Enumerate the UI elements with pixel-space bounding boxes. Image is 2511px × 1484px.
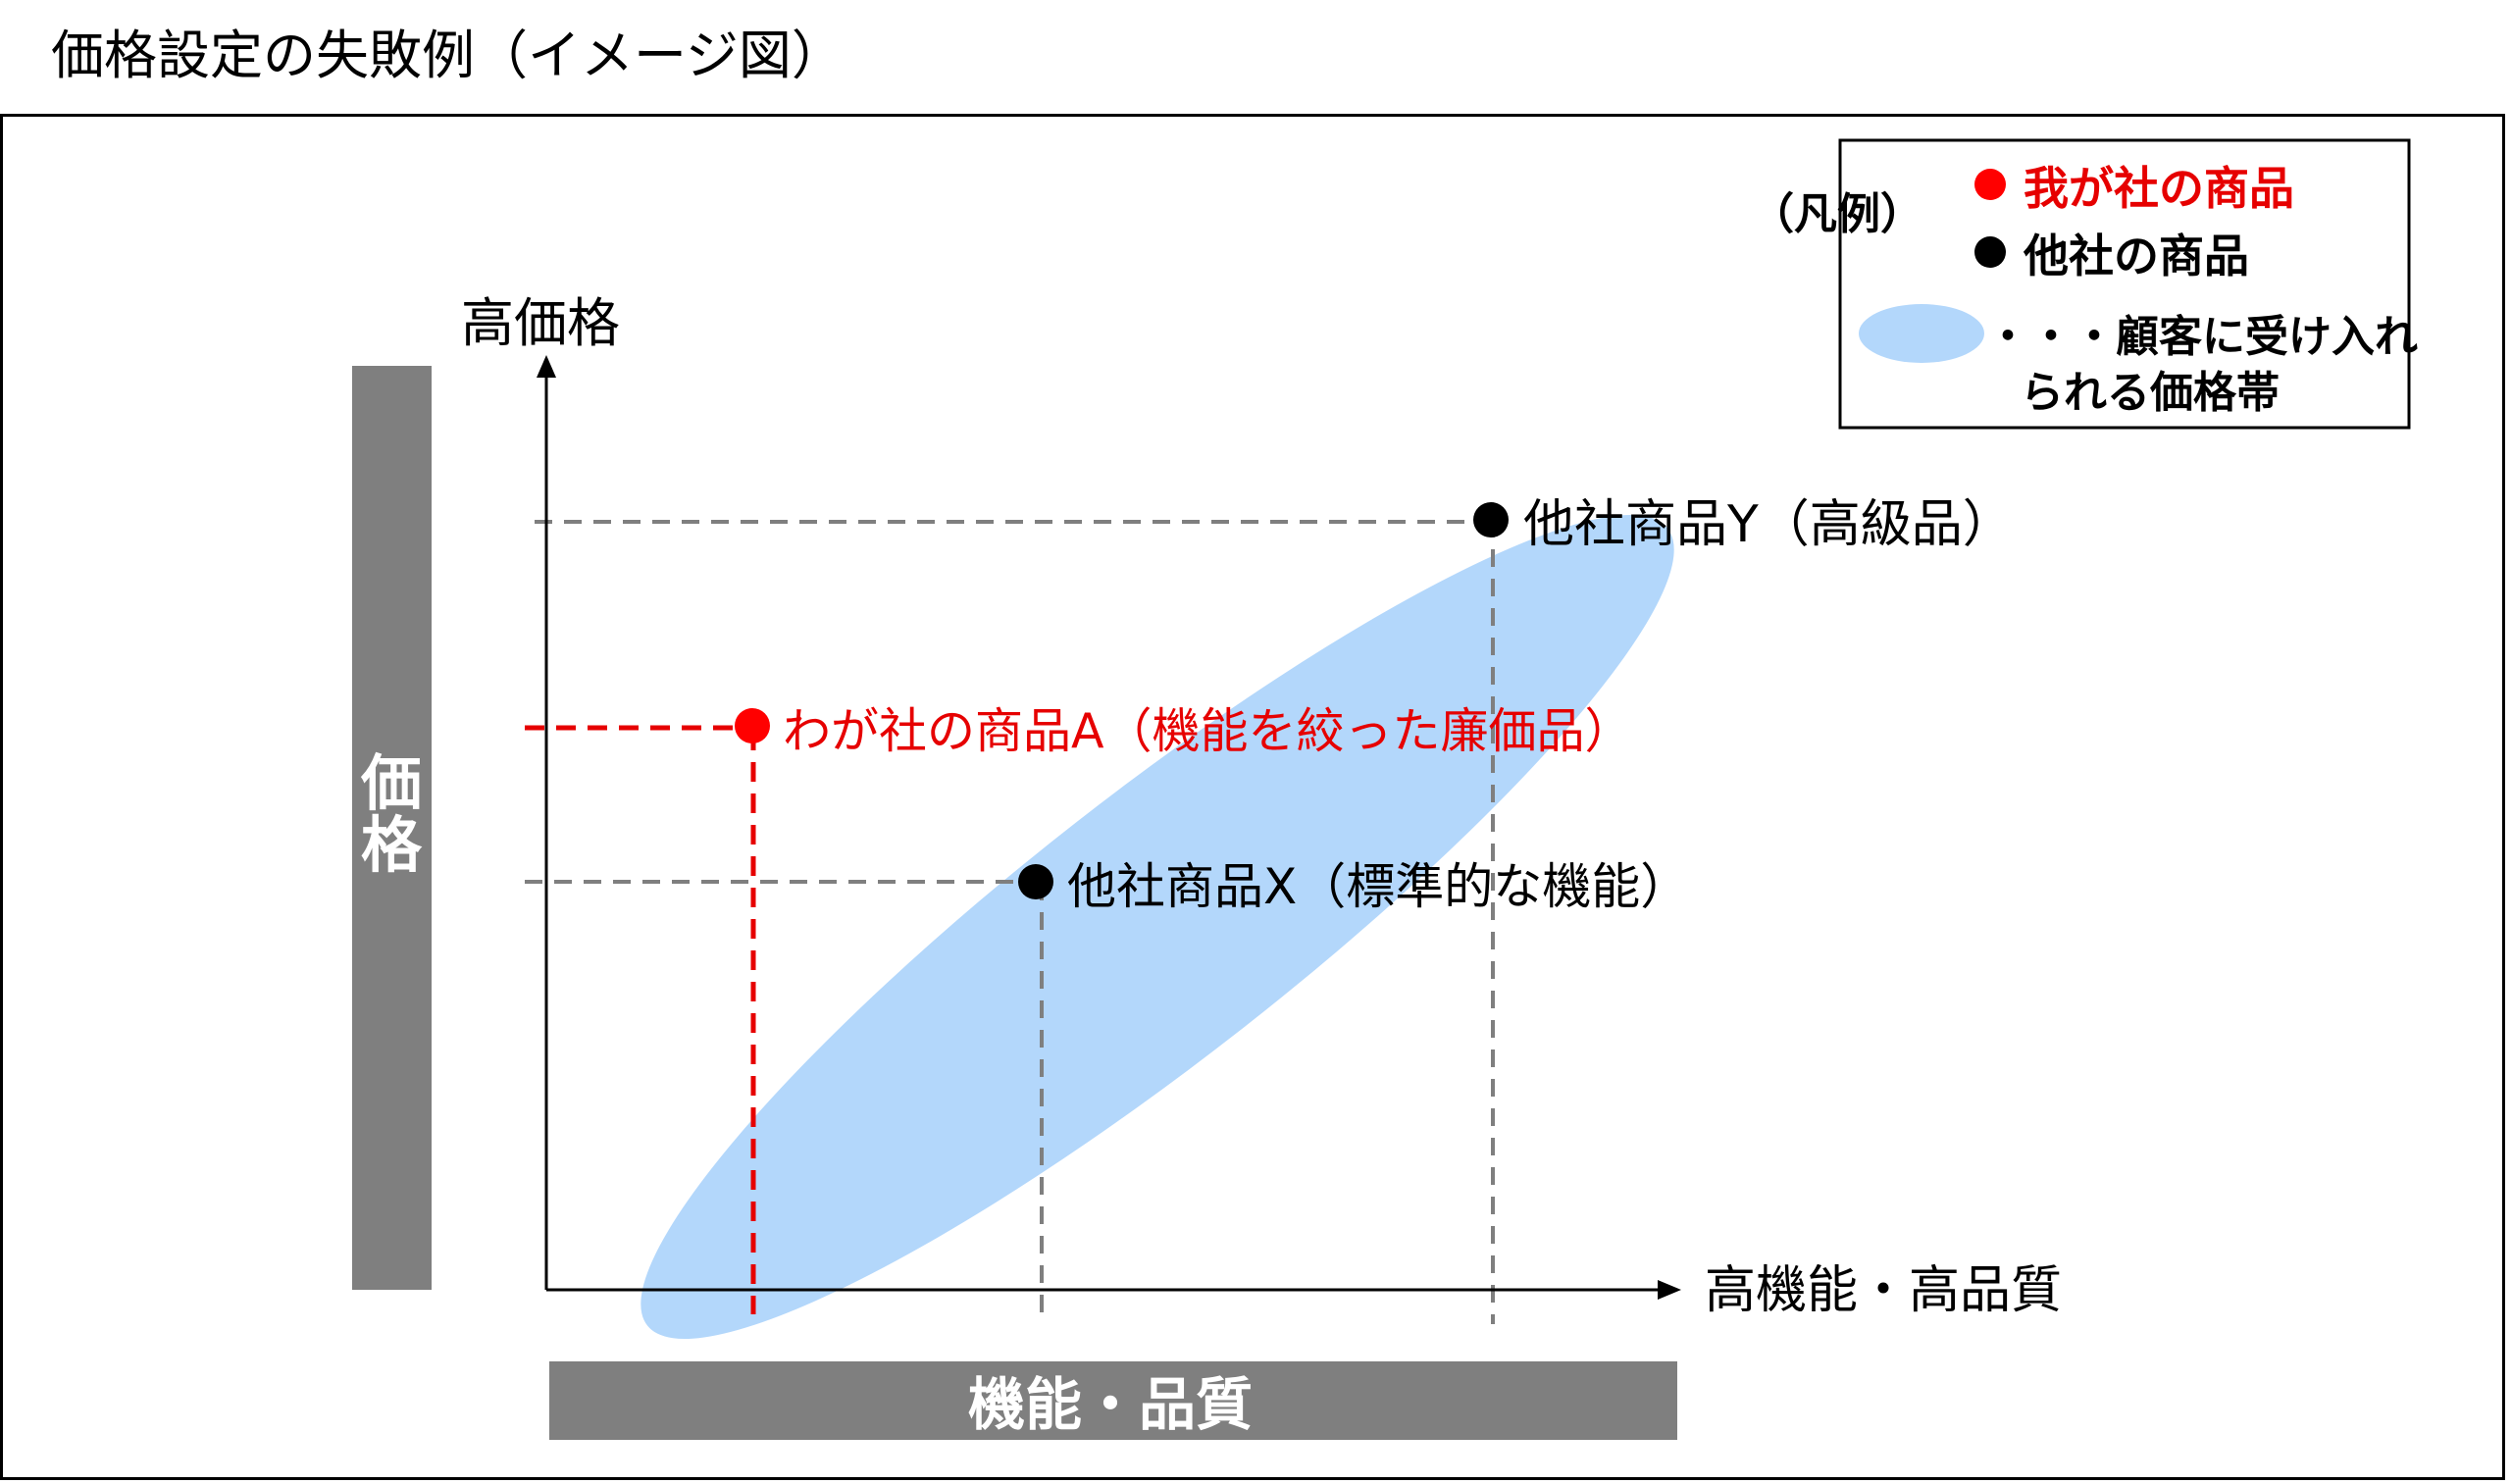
x-axis-arrow <box>1658 1280 1681 1300</box>
legend-box <box>1838 138 2411 430</box>
own-guide-lines <box>525 725 756 1314</box>
legend-other-marker <box>1974 236 2006 268</box>
x-end-label: 高機能・高品質 <box>1705 1261 2062 1320</box>
own-product-a-marker <box>735 708 770 743</box>
other-product-y-label: 他社商品Y（高級品） <box>1523 495 2014 554</box>
legend-other-label: 他社の商品 <box>2023 230 2249 282</box>
y-side-label-1: 価 <box>360 747 422 819</box>
x-bottom-bar <box>549 1361 1677 1440</box>
legend-band-swatch <box>1859 304 1984 363</box>
guide-lines <box>525 520 1495 1324</box>
other-product-x-label: 他社商品X（標準的な機能） <box>1067 858 1689 915</box>
x-bottom-label: 機能・品質 <box>968 1371 1253 1438</box>
y-side-label-2: 格 <box>361 809 423 881</box>
legend: （凡例） 我が社の商品 他社の商品 ・・・顧客に受け入れ られる価格帯 <box>1751 138 2418 430</box>
diagram-frame <box>0 114 2505 1480</box>
page-title: 価格設定の失敗例（イメージ図） <box>51 25 845 86</box>
other-product-y-marker <box>1473 502 1509 537</box>
y-axis-arrow <box>537 355 556 378</box>
y-side-bar <box>352 366 432 1290</box>
legend-band-label-line1: ・・・顧客に受け入れ <box>1986 312 2418 362</box>
y-top-label: 高価格 <box>461 292 620 354</box>
legend-heading: （凡例） <box>1751 189 1923 239</box>
legend-own-marker <box>1974 169 2006 200</box>
legend-own-label: 我が社の商品 <box>2024 162 2294 215</box>
other-product-x-marker <box>1018 864 1053 899</box>
own-product-a-label: わが社の商品A（機能を絞った廉価品） <box>783 703 1633 759</box>
legend-band-label-line2: られる価格帯 <box>2021 368 2280 418</box>
acceptable-price-band <box>641 514 1674 1340</box>
